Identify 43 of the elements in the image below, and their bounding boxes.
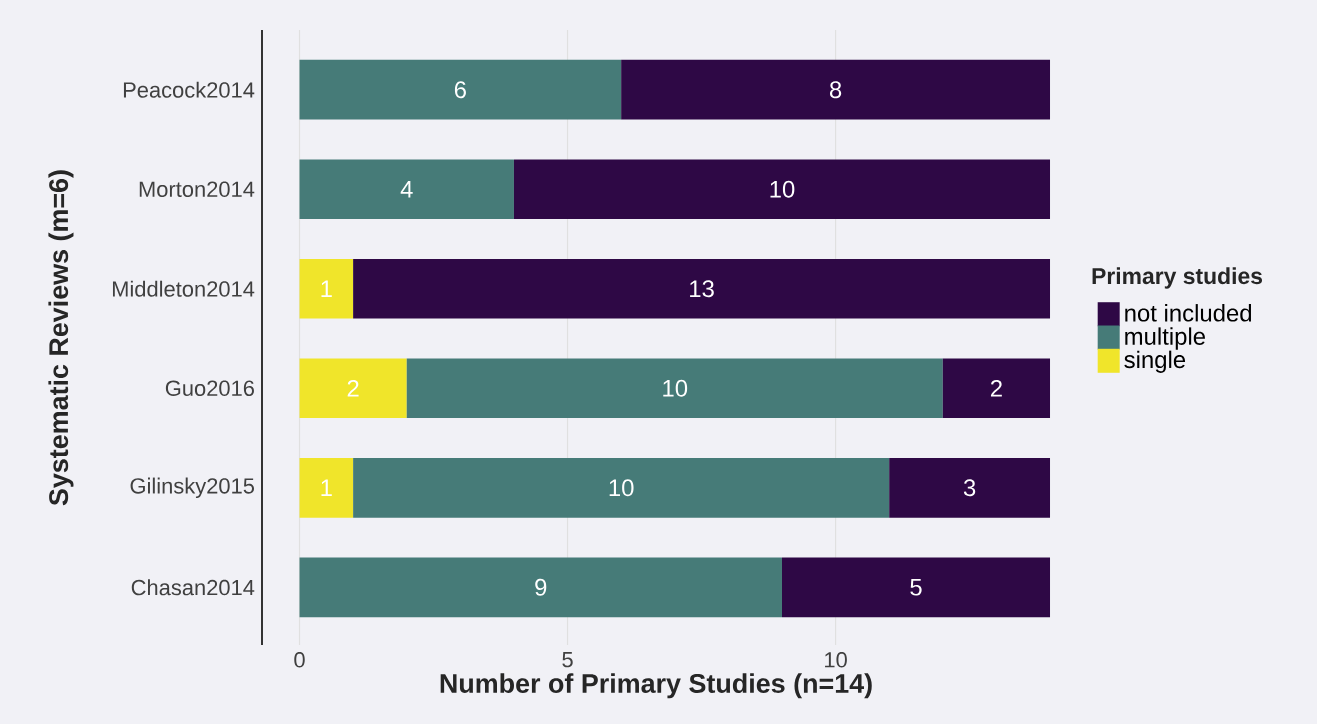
bar bbox=[621, 59, 1051, 120]
y-tick-label: Chasan2014 bbox=[131, 579, 255, 596]
bar bbox=[299, 59, 622, 120]
data-label: 3 bbox=[963, 479, 976, 497]
data-label: 10 bbox=[609, 479, 634, 497]
data-label: 5 bbox=[910, 578, 922, 596]
legend-label: single bbox=[1124, 350, 1186, 373]
bar bbox=[513, 159, 1051, 220]
x-tick-label: 5 bbox=[562, 652, 573, 668]
y-tick-label: Middleton2014 bbox=[112, 280, 255, 297]
data-label: 1 bbox=[321, 280, 332, 297]
data-label: 13 bbox=[690, 280, 714, 298]
x-tick-label: 0 bbox=[294, 652, 305, 668]
y-tick-label: Peacock2014 bbox=[123, 81, 255, 98]
legend-label: multiple bbox=[1125, 327, 1205, 350]
x-axis-title: Number of Primary Studies (n=14) bbox=[440, 673, 872, 699]
y-tick-label: Guo2016 bbox=[165, 380, 254, 397]
legend-title: Primary studies bbox=[1092, 267, 1263, 289]
data-label: 10 bbox=[663, 379, 688, 397]
y-axis-title: Systematic Reviews (m=6) bbox=[48, 170, 74, 506]
data-label: 9 bbox=[535, 578, 547, 596]
data-label: 4 bbox=[400, 181, 413, 198]
data-label: 6 bbox=[454, 81, 466, 99]
bar bbox=[353, 457, 890, 518]
legend-label: not included bbox=[1125, 304, 1252, 322]
bar bbox=[781, 557, 1051, 618]
bar bbox=[889, 457, 1051, 518]
bar bbox=[299, 159, 514, 220]
bar bbox=[406, 358, 943, 419]
data-label: 1 bbox=[321, 479, 332, 496]
data-label: 10 bbox=[770, 180, 795, 198]
bar bbox=[299, 358, 407, 419]
bar bbox=[299, 258, 354, 319]
bar bbox=[353, 258, 1051, 319]
data-label: 2 bbox=[990, 379, 1002, 397]
y-tick-label: Morton2014 bbox=[139, 181, 255, 197]
bar bbox=[942, 358, 1051, 419]
data-label: 8 bbox=[829, 81, 842, 99]
x-tick-label: 10 bbox=[825, 652, 847, 668]
data-label: 2 bbox=[347, 379, 359, 397]
bar bbox=[299, 557, 782, 618]
y-tick-label: Gilinsky2015 bbox=[130, 477, 254, 498]
bar bbox=[299, 457, 354, 518]
